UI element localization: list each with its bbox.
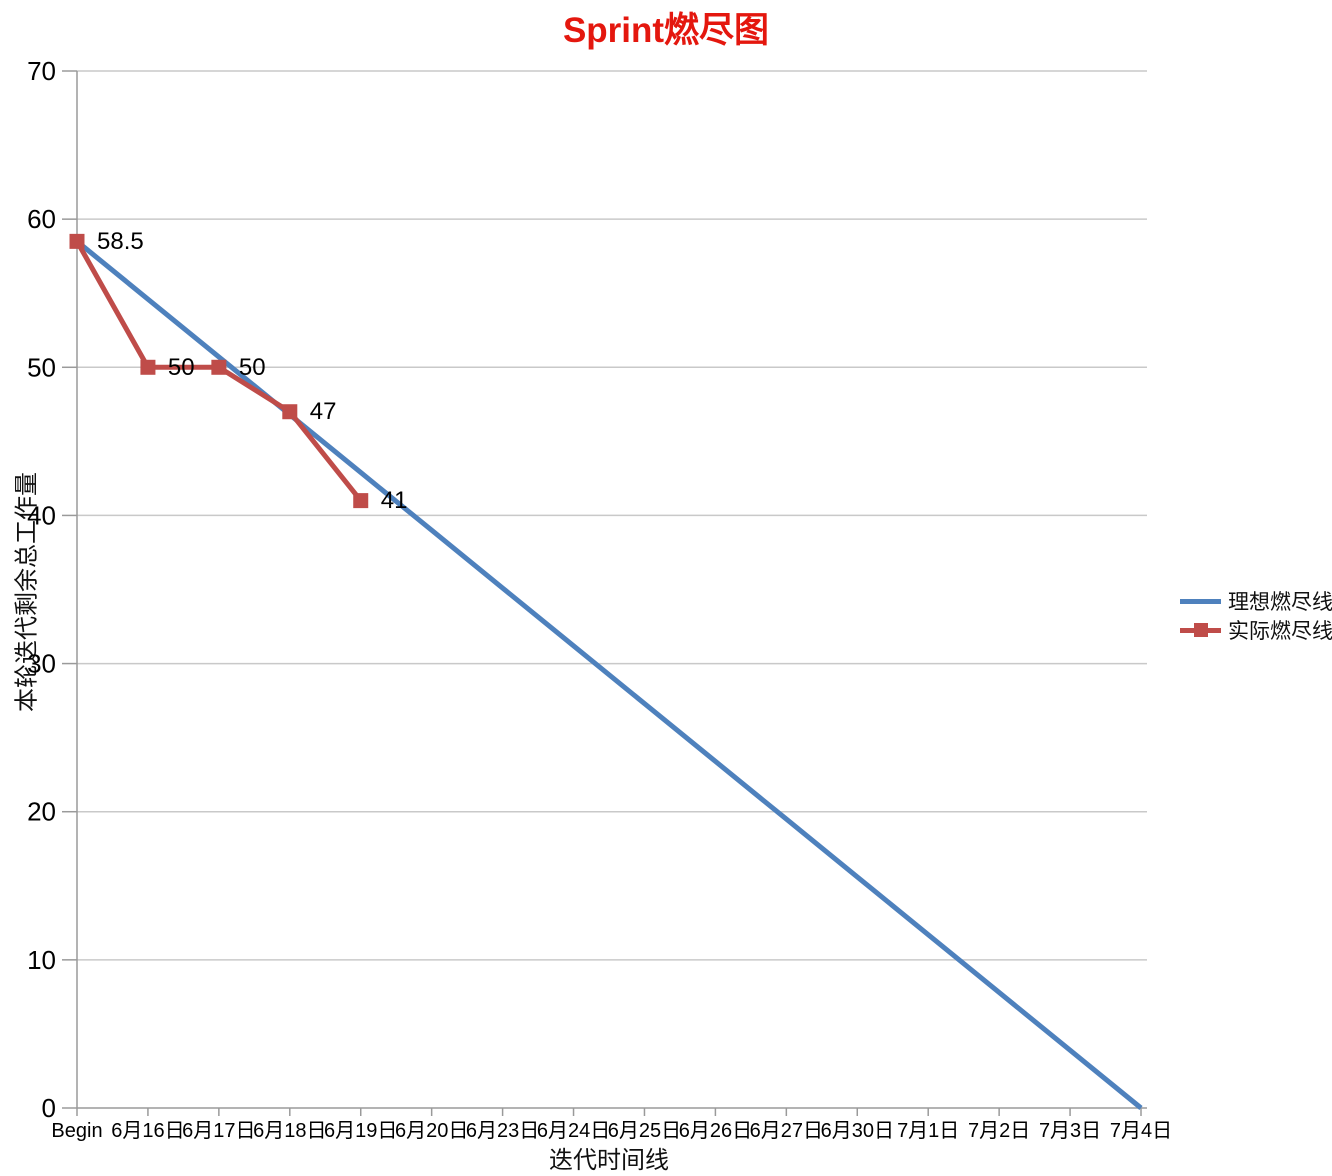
svg-text:6月20日: 6月20日 <box>395 1120 468 1142</box>
chart-title: Sprint燃尽图 <box>562 11 770 50</box>
svg-text:30: 30 <box>27 649 56 679</box>
legend-label-actual: 实际燃尽线 <box>1228 619 1332 643</box>
svg-text:50: 50 <box>239 354 266 381</box>
svg-text:6月26日: 6月26日 <box>679 1120 752 1142</box>
svg-text:10: 10 <box>27 945 56 975</box>
legend: 理想燃尽线 实际燃尽线 <box>1180 589 1332 643</box>
svg-text:Begin: Begin <box>51 1120 102 1142</box>
svg-text:40: 40 <box>27 500 56 530</box>
svg-text:6月27日: 6月27日 <box>750 1120 823 1142</box>
svg-text:6月17日: 6月17日 <box>182 1120 255 1142</box>
svg-text:7月2日: 7月2日 <box>968 1120 1030 1142</box>
svg-text:58.5: 58.5 <box>97 228 144 255</box>
svg-text:20: 20 <box>27 797 56 827</box>
legend-item-actual: 实际燃尽线 <box>1180 618 1332 643</box>
legend-item-ideal: 理想燃尽线 <box>1180 589 1332 614</box>
svg-text:6月18日: 6月18日 <box>253 1120 326 1142</box>
svg-text:6月23日: 6月23日 <box>466 1120 539 1142</box>
svg-text:7月4日: 7月4日 <box>1110 1120 1172 1142</box>
legend-label-ideal: 理想燃尽线 <box>1228 590 1332 614</box>
svg-text:47: 47 <box>310 398 337 425</box>
svg-text:50: 50 <box>27 352 56 382</box>
svg-text:41: 41 <box>381 487 408 514</box>
ideal-line-swatch <box>1180 598 1221 604</box>
svg-text:6月24日: 6月24日 <box>537 1120 610 1142</box>
actual-line-swatch <box>1180 623 1221 637</box>
svg-text:6月30日: 6月30日 <box>821 1120 894 1142</box>
svg-text:7月3日: 7月3日 <box>1039 1120 1101 1142</box>
svg-text:6月19日: 6月19日 <box>324 1120 397 1142</box>
svg-text:6月25日: 6月25日 <box>608 1120 681 1142</box>
square-marker-icon <box>1193 623 1208 637</box>
svg-text:0: 0 <box>42 1093 56 1123</box>
svg-text:70: 70 <box>27 56 56 86</box>
svg-text:6月16日: 6月16日 <box>111 1120 184 1142</box>
svg-text:50: 50 <box>168 354 195 381</box>
svg-text:60: 60 <box>27 204 56 234</box>
x-axis-title: 迭代时间线 <box>549 1147 669 1174</box>
svg-text:7月1日: 7月1日 <box>897 1120 959 1142</box>
